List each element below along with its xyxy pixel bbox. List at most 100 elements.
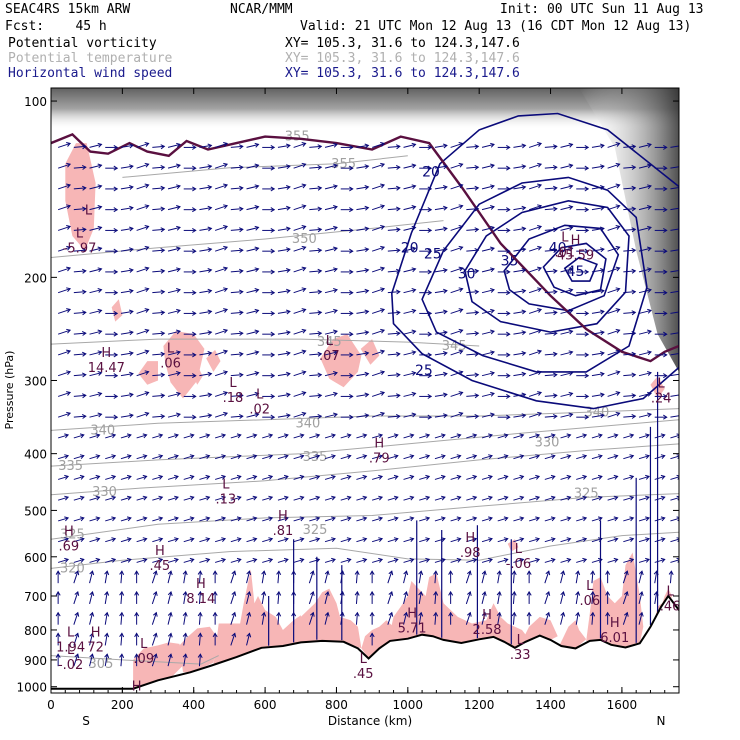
wind-vector [152,270,165,273]
wind-vector-head [301,328,307,334]
wind-vector-head [333,288,338,293]
wind-vector-head [197,590,203,596]
wind-vector [152,434,163,439]
field-xy-wind: XY= 105.3, 31.6 to 124.3,147.6 [285,66,520,81]
wind-vector-head [490,225,495,231]
wind-vector [261,612,265,625]
wind-vector [309,208,322,211]
wind-vector [309,249,322,252]
wind-vector [623,353,636,356]
pv-region-13 [300,588,362,649]
wind-vector [387,187,400,190]
wind-vector [57,350,71,356]
wind-vector-head [506,248,511,254]
wind-vector [544,434,555,439]
wind-vector [136,475,147,480]
wind-vector-head [418,590,424,596]
wind-vector-head [362,537,368,542]
wind-vector-head [488,495,493,501]
wind-vector-head [238,289,244,295]
wind-vector-head [129,226,134,232]
wind-vector [607,558,618,563]
wind-vector-head [615,183,621,189]
wind-vector [513,144,526,148]
wind-vector [293,538,304,543]
wind-vector [293,496,304,501]
wind-vector-head [317,268,323,274]
theta-label-320: 320 [60,561,85,576]
wind-vector [544,187,557,190]
wind-vector-head [403,611,409,617]
wind-vector [230,434,241,439]
wind-vector-head [537,245,543,251]
wind-vector [120,455,132,460]
wind-vector-head [663,414,668,420]
wind-vector [105,434,116,439]
wind-vector-head [521,309,527,315]
wind-vector-head [74,653,80,659]
wind-vector-head [474,351,480,357]
wind-vector [167,289,181,294]
pv-region-7 [111,299,123,322]
wind-vector [293,475,304,480]
pv-region-4 [206,349,221,372]
wind-vector [623,496,634,501]
wind-vector [544,558,555,563]
wind-vector-head [600,309,605,315]
wind-vector-head [568,184,574,190]
wind-vector [403,591,408,605]
wind-vector [89,538,100,543]
wind-vector-head [238,144,244,150]
wind-vector-head [566,474,572,480]
wind-vector [293,455,304,460]
wind-vector-head [349,352,354,358]
pv-region-12 [213,569,305,666]
wind-vector [481,226,495,231]
wind-vector-head [645,537,650,542]
wind-vector-head [254,267,260,273]
wind-vector [324,496,336,501]
wind-vector [246,392,259,397]
wind-vector [356,310,369,314]
wind-vector-head [521,371,527,377]
y-tick-label: 700 [24,590,47,604]
wind-vector [638,206,652,211]
y-tick-label: 500 [24,504,47,518]
wind-vector [638,372,652,377]
wind-vector [528,475,540,480]
wind-vector-head [575,570,581,576]
wind-vector-head [537,225,543,230]
wind-vector-head [582,433,588,439]
wind-vector-head [246,570,252,576]
wind-vector-head [458,162,464,168]
wind-vector-head [231,590,237,596]
wind-vector-head [474,144,480,150]
wind-vector [434,393,448,397]
wind-vector [198,591,201,604]
wind-vector-head [411,163,417,169]
wind-vector-head [458,225,464,230]
wind-vector-head [584,414,590,420]
wind-vector-head [395,372,401,378]
wind-vector [340,434,351,439]
wind-vector-head [584,207,590,213]
wind-vector [199,144,212,148]
wind-vector-head [638,590,644,596]
wind-vector-head [474,372,480,378]
wind-vector-head [283,537,289,542]
wind-vector-head [283,454,289,459]
wind-contour-label-35: 35 [501,253,519,269]
wind-vector-head [443,413,448,419]
wind-vector [199,310,212,314]
wind-vector-head [174,537,179,542]
wind-vector-head [167,611,173,617]
wind-vector-head [270,165,276,171]
wind-vector-head [238,268,244,274]
wind-vector [576,517,587,522]
wind-vector [230,166,243,169]
wind-vector [638,289,652,294]
tropopause-line [51,132,679,363]
wind-vector-head [97,308,103,314]
wind-vector [513,331,526,335]
